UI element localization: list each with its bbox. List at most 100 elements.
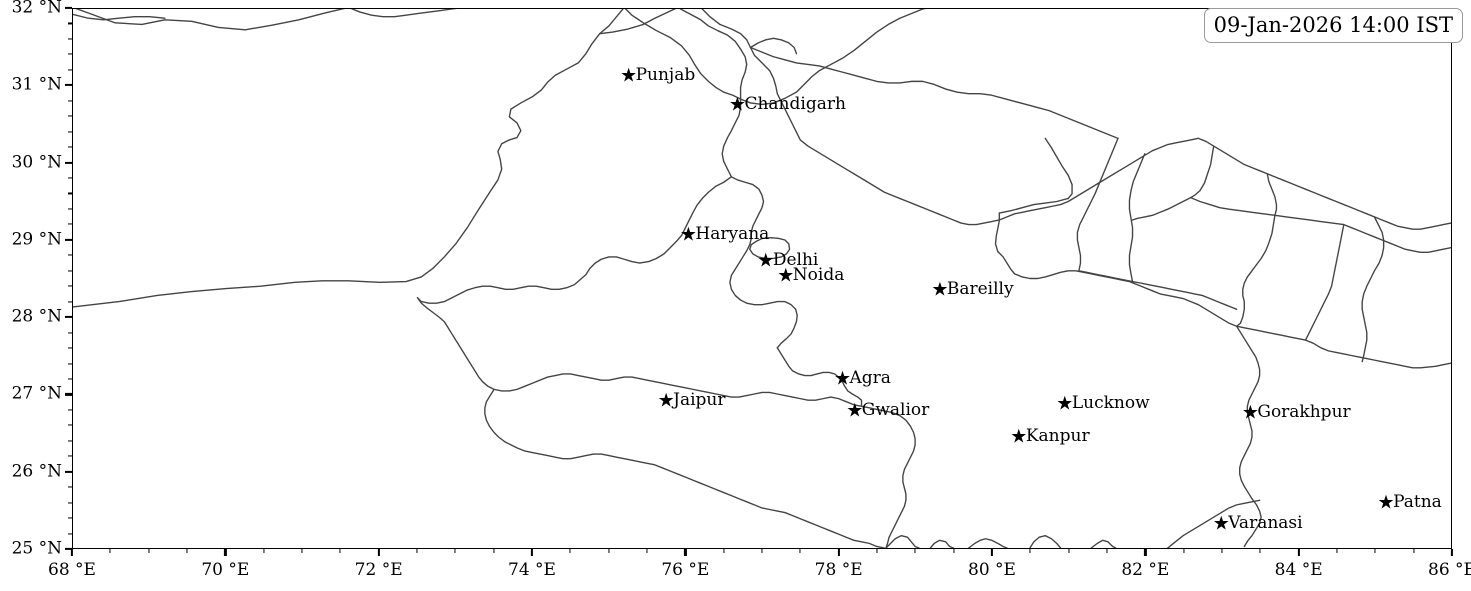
y-axis-minor-tick — [68, 208, 72, 210]
x-axis-minor-tick — [1374, 549, 1376, 553]
x-axis-minor-tick — [148, 549, 150, 553]
y-axis-tick — [65, 161, 72, 164]
star-icon: ★ — [846, 399, 864, 422]
y-axis-minor-tick — [68, 254, 72, 256]
y-axis-minor-tick — [68, 347, 72, 349]
y-axis-minor-tick — [68, 270, 72, 272]
star-icon: ★ — [657, 389, 675, 412]
map-plot-area[interactable] — [72, 8, 1452, 549]
x-axis-tick-label: 80 °E — [968, 560, 1016, 580]
x-axis-minor-tick — [339, 549, 341, 553]
star-icon: ★ — [931, 278, 949, 301]
y-axis-minor-tick — [68, 486, 72, 488]
x-axis-tick-label: 84 °E — [1274, 560, 1323, 580]
star-icon: ★ — [777, 264, 795, 287]
y-axis-tick-label: 30 °N — [11, 152, 62, 173]
x-axis-tick — [1144, 549, 1147, 556]
x-axis-minor-tick — [761, 549, 763, 553]
x-axis-minor-tick — [1068, 549, 1070, 553]
star-icon: ★ — [757, 249, 775, 272]
x-axis-tick — [377, 549, 380, 556]
x-axis-tick-label: 86 °E — [1428, 560, 1471, 580]
x-axis-minor-tick — [263, 549, 265, 553]
city-label: Varanasi — [1228, 513, 1303, 534]
y-axis-minor-tick — [68, 285, 72, 287]
y-axis-tick — [65, 393, 72, 396]
y-axis-minor-tick — [68, 502, 72, 504]
star-icon: ★ — [728, 93, 746, 116]
city-label: Jaipur — [673, 389, 726, 410]
y-axis-tick-label: 27 °N — [11, 383, 62, 404]
y-axis-tick — [65, 6, 72, 10]
geographic-boundaries — [73, 9, 1451, 548]
y-axis-tick — [65, 470, 72, 473]
y-axis-tick-label: 29 °N — [11, 229, 62, 250]
y-axis-tick-label: 32 °N — [11, 0, 62, 18]
y-axis-minor-tick — [68, 177, 72, 179]
y-axis-minor-tick — [68, 517, 72, 519]
x-axis-tick-label: 74 °E — [508, 560, 556, 580]
y-axis-tick-label: 25 °N — [11, 538, 62, 559]
y-axis-minor-tick — [68, 223, 72, 225]
x-axis-minor-tick — [1336, 549, 1338, 553]
star-icon: ★ — [1212, 512, 1230, 535]
x-axis-minor-tick — [1413, 549, 1415, 553]
city-label: Gwalior — [861, 400, 930, 421]
x-axis-tick — [1297, 549, 1300, 556]
x-axis-tick — [684, 549, 687, 556]
x-axis-minor-tick — [1029, 549, 1031, 553]
star-icon: ★ — [1241, 401, 1259, 424]
y-axis-minor-tick — [68, 378, 72, 380]
city-label: Haryana — [695, 224, 770, 245]
y-axis-tick — [65, 316, 72, 319]
y-axis-minor-tick — [68, 362, 72, 365]
city-label: Delhi — [772, 250, 819, 271]
city-label: Bareilly — [946, 279, 1014, 300]
y-axis-minor-tick — [68, 424, 72, 426]
x-axis-minor-tick — [301, 549, 303, 553]
x-axis-minor-tick — [608, 549, 610, 553]
city-label: Patna — [1393, 491, 1442, 512]
city-label: Agra — [849, 367, 891, 388]
x-axis-tick — [1450, 549, 1454, 556]
x-axis-tick-label: 70 °E — [201, 560, 250, 580]
x-axis-minor-tick — [569, 549, 571, 553]
star-icon: ★ — [1010, 425, 1028, 448]
y-axis-minor-tick — [68, 38, 72, 40]
x-axis-tick-label: 72 °E — [354, 560, 403, 580]
x-axis-minor-tick — [646, 549, 648, 553]
timestamp-annotation: 09-Jan-2026 14:00 IST — [1203, 8, 1463, 44]
y-axis-tick — [65, 238, 72, 241]
x-axis-tick-label: 78 °E — [814, 560, 863, 580]
city-label: Punjab — [635, 65, 696, 85]
y-axis-tick-label: 26 °N — [11, 461, 62, 482]
x-axis-tick — [70, 549, 74, 556]
x-axis-minor-tick — [914, 549, 916, 553]
x-axis-tick — [990, 549, 994, 556]
x-axis-minor-tick — [953, 549, 955, 553]
y-axis-minor-tick — [68, 22, 72, 24]
y-axis-minor-tick — [68, 455, 72, 457]
x-axis-tick-label: 82 °E — [1121, 560, 1170, 580]
star-icon: ★ — [620, 64, 638, 87]
star-icon: ★ — [679, 223, 697, 246]
star-icon: ★ — [1056, 392, 1074, 415]
x-axis-minor-tick — [109, 549, 111, 553]
x-axis-minor-tick — [416, 549, 418, 553]
y-axis-minor-tick — [68, 131, 72, 133]
x-axis-minor-tick — [1221, 549, 1223, 553]
y-axis-minor-tick — [68, 53, 72, 55]
y-axis-minor-tick — [68, 146, 72, 148]
y-axis-minor-tick — [68, 532, 72, 535]
y-axis-tick — [65, 84, 72, 87]
y-axis-minor-tick — [68, 192, 72, 195]
x-axis-minor-tick — [493, 549, 495, 553]
y-axis-tick — [65, 547, 72, 551]
x-axis-tick — [837, 549, 840, 556]
y-axis-minor-tick — [68, 301, 72, 303]
x-axis-minor-tick — [1183, 549, 1185, 553]
y-axis-minor-tick — [68, 440, 72, 442]
y-axis-minor-tick — [68, 332, 72, 334]
city-label: Gorakhpur — [1257, 401, 1351, 422]
